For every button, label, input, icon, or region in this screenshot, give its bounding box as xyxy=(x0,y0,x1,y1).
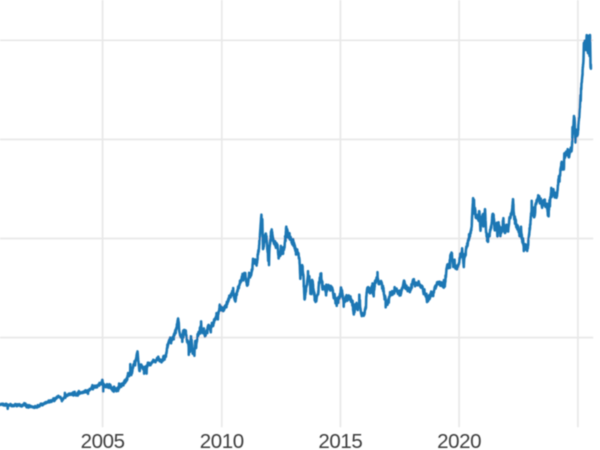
svg-text:2015: 2015 xyxy=(318,430,362,450)
svg-text:2005: 2005 xyxy=(81,430,125,450)
svg-text:2020: 2020 xyxy=(437,430,481,450)
svg-text:2010: 2010 xyxy=(200,430,244,450)
